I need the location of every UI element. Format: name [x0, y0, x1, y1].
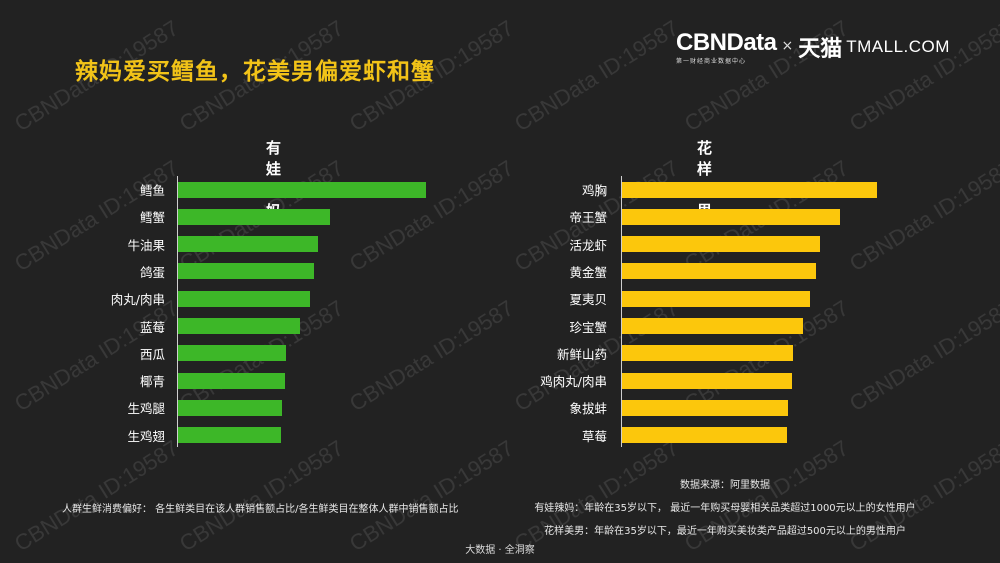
y-axis-line: [177, 176, 178, 447]
category-label: 帝王蟹: [569, 210, 607, 226]
bar-row: 西瓜: [0, 340, 165, 367]
category-label: 肉丸/肉串: [110, 292, 165, 308]
watermark-text: CBNData ID:19587: [845, 155, 1000, 277]
category-label: 牛油果: [127, 237, 165, 253]
category-label: 生鸡腿: [127, 401, 165, 417]
category-label: 夏夷贝: [569, 292, 607, 308]
bar: [622, 181, 877, 198]
bar: [622, 290, 810, 307]
bar: [178, 318, 300, 334]
bar: [178, 372, 285, 389]
watermark-text: CBNData ID:19587: [510, 15, 683, 137]
tmall-cn-wordmark: 天猫: [798, 37, 843, 62]
bar: [622, 372, 792, 389]
bar-row: 活龙虾: [0, 231, 607, 258]
bar-row: 鸡胸: [0, 176, 607, 203]
page-title: 辣妈爱买鳕鱼，花美男偏爱虾和蟹: [75, 59, 435, 85]
category-label: 鸡胸: [581, 183, 607, 198]
watermark-text: CBNData ID:19587: [175, 435, 348, 557]
bar: [178, 181, 426, 198]
bar-row: 黄金蟹: [0, 258, 607, 285]
men-definition: 花样美男：年龄在35岁以下，最近一年购买美妆类产品超过500元以上的男性用户: [544, 526, 906, 537]
times-icon: ×: [781, 38, 794, 54]
bar: [622, 318, 803, 334]
bar: [178, 345, 286, 362]
cbndata-subtitle: 第一财经商业数据中心: [676, 58, 747, 65]
category-label: 蓝莓: [139, 319, 165, 335]
bar: [178, 290, 310, 307]
source-notes: 数据来源：阿里数据 有娃辣妈：年龄在35岁以下， 最近一年购买母婴相关品类超过1…: [500, 474, 950, 543]
category-label: 草莓: [581, 428, 607, 444]
watermark-text: CBNData ID:19587: [345, 435, 518, 557]
bar: [178, 427, 281, 444]
bar-row: 鳕蟹: [0, 203, 165, 230]
moms-definition: 有娃辣妈：年龄在35岁以下， 最近一年购买母婴相关品类超过1000元以上的女性用…: [534, 503, 916, 514]
watermark-text: CBNData ID:19587: [10, 435, 183, 557]
bar-row: 椰青: [0, 367, 165, 394]
bar: [178, 399, 282, 416]
cbndata-logo: CBNData 第一财经商业数据中心: [676, 29, 777, 66]
bar-row: 蓝莓: [0, 313, 165, 340]
category-label: 生鸡翅: [127, 428, 165, 444]
bar-row: 新鲜山药: [0, 340, 607, 367]
footer-slogan: 大数据 · 全洞察: [465, 545, 535, 556]
category-label: 新鲜山药: [556, 346, 607, 362]
bar-row: 珍宝蟹: [0, 313, 607, 340]
bar-row: 鸡肉丸/肉串: [0, 367, 607, 394]
category-label: 西瓜: [139, 346, 165, 362]
category-label: 鸽蛋: [139, 264, 165, 280]
category-label: 象拔蚌: [569, 401, 607, 417]
category-label: 鳕鱼: [139, 183, 165, 198]
bar: [622, 345, 793, 362]
bar-row: 生鸡腿: [0, 394, 165, 421]
bar: [622, 263, 816, 280]
category-label: 鸡肉丸/肉串: [540, 374, 607, 390]
tmall-en-wordmark: TMALL.COM: [846, 37, 950, 56]
bar: [178, 208, 330, 225]
category-label: 黄金蟹: [569, 264, 607, 280]
bar-row: 生鸡翅: [0, 422, 165, 449]
y-axis-line: [621, 176, 622, 447]
bar-row: 象拔蚌: [0, 394, 607, 421]
bar-row: 夏夷贝: [0, 285, 607, 312]
bar: [622, 427, 787, 444]
preference-definition-note: 人群生鲜消费偏好： 各生鲜类目在该人群销售额占比/各生鲜类目在整体人群中销售额占…: [62, 504, 459, 515]
category-label: 椰青: [139, 374, 165, 390]
brand-logo: CBNData 第一财经商业数据中心 × 天猫 TMALL.COM: [676, 29, 950, 66]
category-label: 珍宝蟹: [569, 319, 607, 335]
bar-row: 鸽蛋: [0, 258, 165, 285]
cbndata-wordmark: CBNData: [676, 29, 777, 56]
bar-row: 帝王蟹: [0, 203, 607, 230]
bar: [178, 263, 314, 280]
watermark-text: CBNData ID:19587: [845, 295, 1000, 417]
category-label: 活龙虾: [569, 237, 607, 253]
bar-row: 肉丸/肉串: [0, 285, 165, 312]
bar: [622, 208, 840, 225]
bar: [622, 399, 788, 416]
bar: [622, 236, 820, 253]
bar-row: 牛油果: [0, 231, 165, 258]
category-label: 鳕蟹: [139, 210, 165, 226]
bar-row: 鳕鱼: [0, 176, 165, 203]
bar-row: 草莓: [0, 422, 607, 449]
bar: [178, 236, 318, 253]
data-source: 数据来源：阿里数据: [680, 480, 770, 491]
